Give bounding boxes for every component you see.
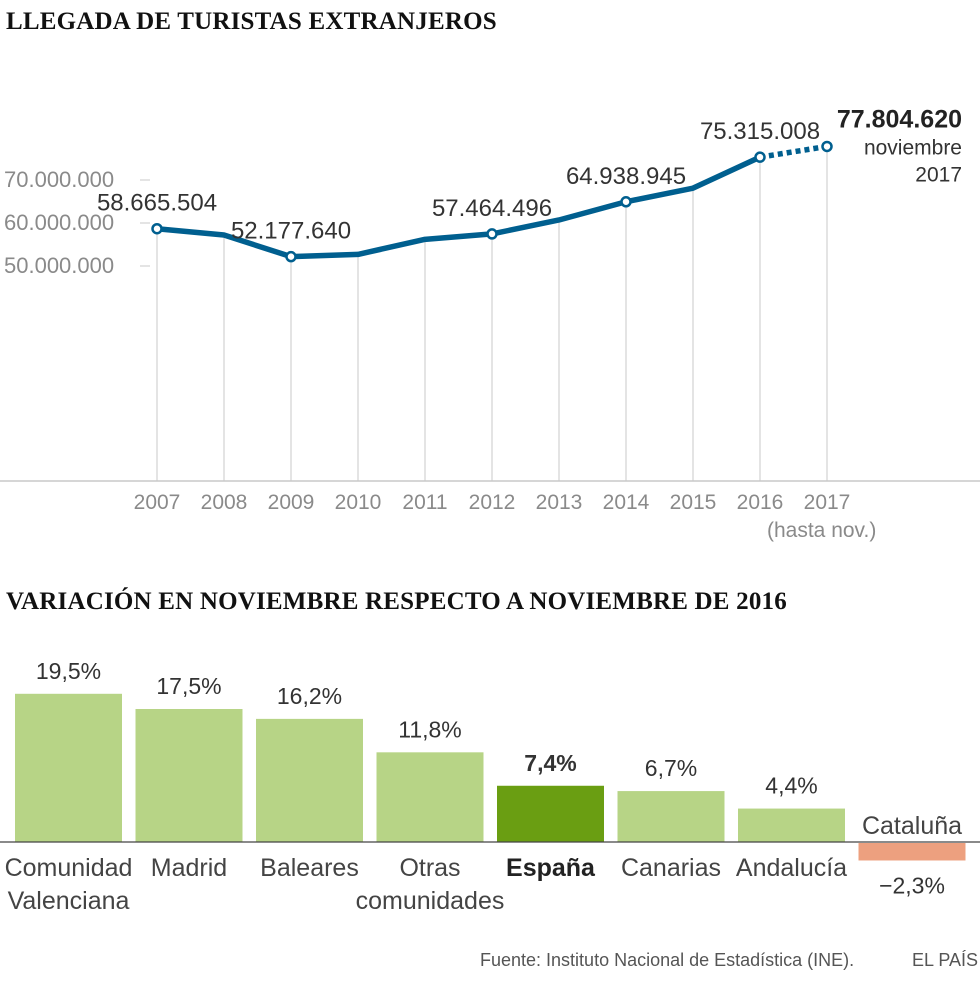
bar-value-label: 7,4% — [524, 750, 576, 776]
bar-category-label: Madrid — [151, 854, 227, 882]
data-value-label: 57.464.496 — [432, 195, 552, 222]
x-tick-label: 2010 — [335, 491, 382, 514]
x-tick-label: 2015 — [670, 491, 717, 514]
bar-value-label: 17,5% — [156, 673, 221, 699]
series-line-projected — [759, 143, 828, 160]
y-tick-label: 50.000.000 — [4, 253, 114, 278]
data-point-marker — [821, 140, 833, 153]
highlight-sublabel: noviembre — [864, 136, 962, 159]
x-tick-sublabel: (hasta nov.) — [767, 519, 876, 542]
bar-value-label: 4,4% — [765, 773, 817, 799]
data-point-marker — [285, 250, 297, 263]
x-tick-label: 2014 — [603, 491, 650, 514]
data-value-label: 58.665.504 — [97, 190, 217, 217]
data-value-label: 64.938.945 — [566, 163, 686, 190]
data-point-marker — [754, 151, 766, 163]
bar-category-label: Canarias — [621, 854, 721, 882]
highlight-value-label: 77.804.620 — [837, 105, 962, 133]
x-tick-label: 2009 — [268, 491, 315, 514]
x-tick-label: 2007 — [134, 491, 181, 514]
bar-value-label: 16,2% — [277, 683, 342, 709]
bar — [135, 709, 243, 842]
line-chart-x-ticks: 2007 2008 2009 2010 2011 2012 2013 2014 2015 2016… — [134, 491, 877, 542]
bar-chart-value-labels: 19,5% 17,5% 16,2% 11,8% 7,4% 6,7% 4,4% −2,3% — [36, 658, 945, 899]
bar-category-label: Otras — [399, 854, 460, 882]
bar — [497, 785, 604, 842]
x-tick-label: 2008 — [201, 491, 248, 514]
bar-value-label: 11,8% — [398, 716, 462, 742]
bar — [376, 752, 484, 842]
data-point-marker — [620, 196, 632, 208]
y-tick-label: 70.000.000 — [4, 167, 114, 192]
bar — [15, 693, 122, 842]
bar-chart-title: VARIACIÓN EN NOVIEMBRE RESPECTO A NOVIEM… — [6, 588, 787, 615]
bar — [256, 718, 363, 842]
bar-category-label: Baleares — [260, 854, 359, 882]
x-tick-label: 2012 — [469, 491, 516, 514]
line-chart-series — [154, 143, 828, 260]
bar-chart-category-labels: Comunidad Valenciana Madrid Baleares Otras co… — [5, 812, 963, 915]
line-chart-grid — [0, 146, 980, 482]
data-point-marker — [151, 222, 163, 235]
brand-credit: EL PAÍS — [912, 950, 979, 970]
series-line — [154, 154, 763, 260]
x-tick-label: 2011 — [402, 491, 447, 514]
bar-category-label: Valenciana — [8, 887, 130, 915]
bar — [738, 808, 845, 842]
data-value-label: 52.177.640 — [231, 218, 351, 245]
bar-value-label: 6,7% — [645, 755, 697, 781]
highlight-sublabel: 2017 — [915, 163, 962, 186]
data-value-label: 75.315.008 — [700, 118, 820, 145]
bar-category-label: Comunidad — [5, 854, 133, 882]
bar-chart-bars — [0, 693, 980, 861]
bar-value-label: −2,3% — [879, 872, 945, 898]
line-chart-value-labels: 58.665.504 52.177.640 57.464.496 64.938.945… — [97, 105, 962, 244]
bar — [858, 843, 966, 861]
bar-value-label: 19,5% — [36, 658, 101, 684]
x-tick-label: 2017 — [804, 491, 851, 514]
line-chart-y-ticks: 70.000.000 60.000.000 50.000.000 — [4, 167, 150, 278]
x-tick-label: 2016 — [737, 491, 784, 514]
bar-category-label: España — [506, 854, 596, 882]
x-tick-label: 2013 — [536, 491, 583, 514]
bar — [617, 791, 725, 842]
bar-category-label: Andalucía — [736, 854, 847, 882]
y-tick-label: 60.000.000 — [4, 210, 114, 235]
bar-category-label: comunidades — [356, 887, 505, 915]
line-chart-title: LLEGADA DE TURISTAS EXTRANJEROS — [6, 8, 497, 35]
line-chart-markers — [151, 140, 833, 263]
bar-category-label: Cataluña — [862, 812, 962, 840]
source-note: Fuente: Instituto Nacional de Estadístic… — [480, 950, 855, 970]
data-point-marker — [486, 228, 498, 240]
